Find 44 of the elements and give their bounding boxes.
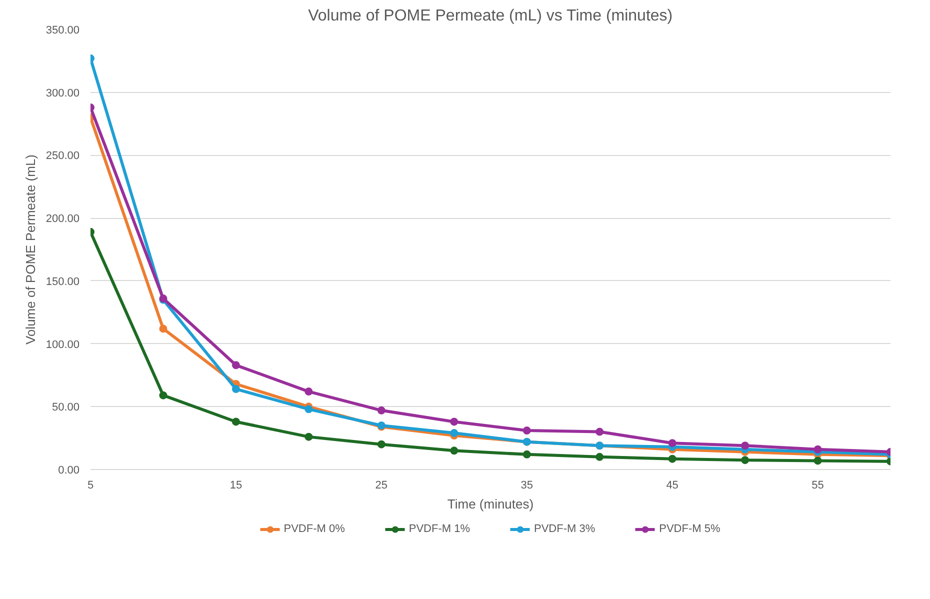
x-tick-label: 35 xyxy=(520,480,533,492)
y-tick-label: 0.00 xyxy=(58,464,80,476)
point xyxy=(741,442,750,450)
point xyxy=(450,446,458,455)
x-axis-title: Time (minutes) xyxy=(447,496,534,512)
legend-label: PVDF-M 0% xyxy=(284,522,345,536)
point xyxy=(304,432,313,441)
point xyxy=(304,405,313,414)
x-tick-label: 45 xyxy=(666,480,678,492)
y-tick-label: 100.00 xyxy=(46,338,80,351)
point xyxy=(232,418,240,426)
y-tick-label: 350.00 xyxy=(46,24,80,36)
point xyxy=(668,439,676,448)
x-tick-label: 5 xyxy=(87,480,94,492)
point xyxy=(596,452,604,461)
point xyxy=(668,454,676,463)
point xyxy=(522,450,531,458)
x-tick-label: 25 xyxy=(375,480,388,492)
point xyxy=(159,391,168,400)
point xyxy=(377,440,386,448)
chart-title: Volume of POME Permeate (mL) vs Time (minutes) xyxy=(308,8,673,24)
point xyxy=(741,456,750,464)
legend-label: PVDF-M 5% xyxy=(659,522,720,536)
point xyxy=(232,361,240,370)
y-tick-label: 50.00 xyxy=(52,402,80,414)
legend-label: PVDF-M 1% xyxy=(408,522,470,536)
legend-label: PVDF-M 3% xyxy=(534,522,596,536)
point xyxy=(522,426,531,435)
x-tick-label: 55 xyxy=(812,480,824,492)
point xyxy=(159,324,168,333)
point xyxy=(596,428,604,436)
point xyxy=(450,429,458,438)
y-tick-label: 200.00 xyxy=(46,213,80,226)
point xyxy=(232,385,240,394)
y-tick-label: 150.00 xyxy=(46,276,80,288)
y-axis-title: Volume of POME Permeate (mL) xyxy=(22,154,38,345)
x-tick-label: 15 xyxy=(230,480,242,492)
point xyxy=(814,445,822,454)
point xyxy=(450,418,458,426)
point xyxy=(304,388,313,396)
point xyxy=(377,406,386,414)
point xyxy=(814,456,822,465)
y-tick-label: 300.00 xyxy=(46,87,80,100)
y-tick-label: 250.00 xyxy=(46,150,80,162)
